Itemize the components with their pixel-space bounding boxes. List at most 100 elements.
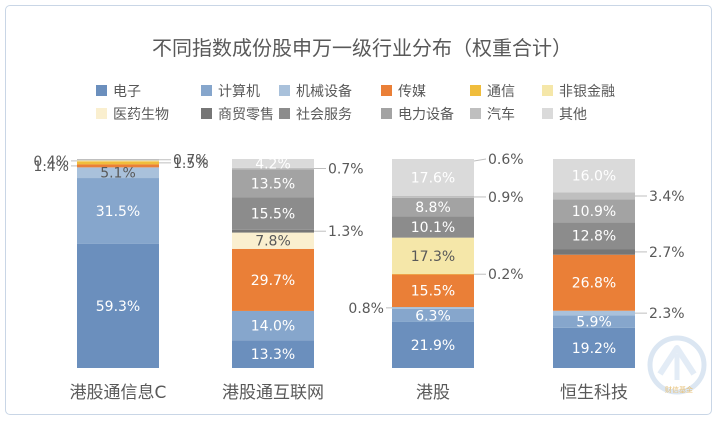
chart-title: 不同指数成份股申万一级行业分布（权重合计） — [152, 36, 572, 60]
data-label: 13.5% — [251, 176, 295, 192]
legend-swatch — [470, 108, 481, 119]
data-label: 10.9% — [572, 204, 616, 220]
bar-segment — [77, 243, 159, 368]
data-label: 1.5% — [173, 156, 209, 172]
bar-segment — [232, 248, 314, 311]
legend-label: 商贸零售 — [218, 107, 274, 123]
data-label: 3.4% — [649, 189, 685, 205]
data-label: 7.8% — [255, 234, 291, 250]
data-label: 14.0% — [251, 319, 295, 335]
x-tick-label: 港股通互联网 — [222, 383, 324, 403]
bar-segment — [553, 249, 635, 255]
data-label: 15.5% — [411, 284, 455, 300]
legend-swatch — [279, 108, 290, 119]
legend-label: 通信 — [487, 84, 515, 100]
bar-segment — [232, 340, 314, 368]
bar-segment — [392, 196, 474, 198]
bar-segment — [392, 308, 474, 322]
bar-segment — [392, 274, 474, 308]
data-label: 6.3% — [415, 308, 451, 324]
leader-line — [473, 158, 487, 162]
bar-segment — [392, 216, 474, 238]
bar-segment — [553, 159, 635, 193]
bar-segment — [392, 307, 474, 309]
data-label: 5.9% — [576, 315, 612, 331]
data-label: 15.5% — [251, 207, 295, 223]
bar-segment — [553, 222, 635, 250]
x-axis: 港股通信息C 港股通互联网 港股 恒生科技 — [70, 383, 628, 403]
data-label: 4.2% — [255, 156, 291, 172]
bar-segment — [77, 159, 159, 161]
data-label: 8.8% — [415, 200, 451, 216]
legend-swatch — [470, 85, 481, 96]
data-label: 0.2% — [488, 267, 524, 283]
data-label: 26.8% — [572, 276, 616, 292]
bar-segment — [392, 159, 474, 197]
data-label: 29.7% — [251, 273, 295, 289]
data-label: 31.5% — [96, 204, 140, 220]
data-label: 2.3% — [649, 306, 685, 322]
legend-label: 机械设备 — [296, 83, 352, 100]
bars — [77, 159, 635, 368]
legend-swatch — [201, 108, 212, 119]
watermark-text: 财信基金 — [665, 385, 693, 394]
bar-segment — [232, 197, 314, 230]
bar-segment — [553, 254, 635, 311]
legend-label: 传媒 — [398, 84, 426, 100]
data-label: 10.1% — [411, 220, 455, 236]
x-tick-label: 港股 — [416, 383, 450, 403]
data-label: 21.9% — [411, 338, 455, 354]
bar-segment — [553, 310, 635, 316]
data-label: 2.7% — [649, 245, 685, 261]
legend-swatch — [279, 85, 290, 96]
bar-segment — [553, 199, 635, 223]
bar-segment — [392, 321, 474, 368]
data-label: 1.3% — [328, 224, 364, 240]
data-label: 5.1% — [100, 166, 136, 182]
legend-label: 电力设备 — [398, 106, 454, 123]
legend-swatch — [96, 85, 107, 96]
legend-swatch — [381, 85, 392, 96]
bar-segment — [77, 167, 159, 179]
data-label: 0.6% — [488, 152, 524, 168]
legend-label: 计算机 — [218, 84, 260, 100]
legend-swatch — [542, 85, 553, 96]
legend-label: 汽车 — [487, 106, 515, 123]
x-tick-label: 港股通信息C — [70, 383, 167, 403]
data-label: 0.8% — [348, 301, 384, 317]
bar-segment — [77, 160, 159, 162]
data-label: 0.7% — [328, 162, 364, 178]
bar-segment — [232, 159, 314, 168]
legend-label: 医药生物 — [113, 107, 169, 123]
data-label: 0.7% — [173, 153, 209, 169]
legend-swatch — [381, 108, 392, 119]
data-label: 1.4% — [33, 159, 69, 175]
legend-label: 非银金融 — [559, 84, 615, 100]
data-label: 17.6% — [411, 171, 455, 187]
bar-segment — [232, 169, 314, 198]
bar-segment — [77, 164, 159, 168]
bar-segment — [77, 178, 159, 244]
bar-segment — [77, 161, 159, 165]
bar-segment — [553, 327, 635, 368]
bar-segment — [232, 229, 314, 233]
bar-segment — [232, 167, 314, 170]
data-label: 13.3% — [251, 347, 295, 363]
legend-swatch — [542, 108, 553, 119]
legend-label: 电子 — [113, 84, 141, 100]
data-label: 19.2% — [572, 341, 616, 357]
data-label: 12.8% — [572, 229, 616, 245]
bar-segment — [232, 232, 314, 249]
data-label: 59.3% — [96, 299, 140, 315]
bar-segment — [232, 310, 314, 341]
legend-swatch — [96, 108, 107, 119]
bar-segment — [553, 192, 635, 200]
data-label: 0.9% — [488, 190, 524, 206]
bar-segment — [553, 315, 635, 328]
legend-swatch — [201, 85, 212, 96]
data-label: 17.3% — [411, 249, 455, 265]
legend-label: 其他 — [559, 107, 587, 123]
legend-label: 社会服务 — [296, 107, 352, 123]
